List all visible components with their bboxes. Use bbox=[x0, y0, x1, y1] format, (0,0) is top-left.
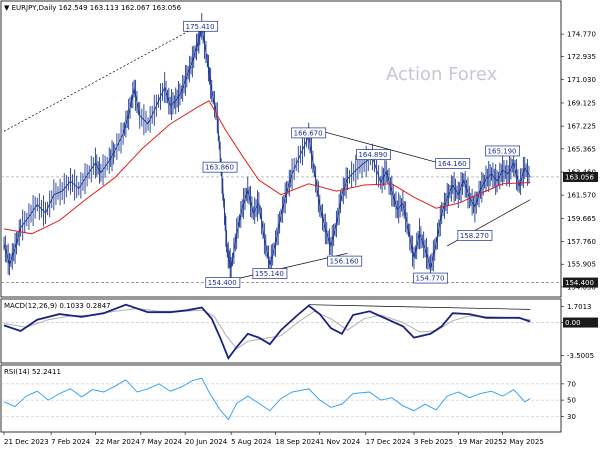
last-price-tag-text: 163.056 bbox=[565, 173, 594, 181]
pivot-label-text: 164.890 bbox=[358, 151, 387, 159]
pivot-label: 154.770 bbox=[413, 272, 448, 284]
rsi-line bbox=[3, 377, 531, 421]
pivot-label-box bbox=[435, 158, 471, 169]
ohlc-values: 162.549 163.113 162.067 163.056 bbox=[59, 4, 182, 12]
x-tick-label: 19 Mar 2025 bbox=[458, 438, 502, 446]
x-tick-label: 22 Mar 2024 bbox=[95, 438, 140, 446]
price-plot: 174.770 172.935 171.030 169.125 167.225 165.3… bbox=[1, 12, 598, 291]
price-series-line bbox=[3, 26, 531, 269]
pivot-label: 175.410 bbox=[183, 20, 219, 32]
x-tick-label: 3 Feb 2025 bbox=[414, 438, 453, 446]
level-tag: 154.400 bbox=[563, 277, 598, 288]
x-tick-label: 1 Nov 2024 bbox=[320, 438, 361, 446]
x-tick-label: 20 Jun 2024 bbox=[185, 438, 228, 446]
rsi-plot: 70 50 30 bbox=[1, 377, 576, 421]
pivot-label-box bbox=[413, 272, 448, 284]
rsi-y-tick-label: 50 bbox=[567, 397, 576, 405]
instrument-label: EURJPY,Daily bbox=[12, 4, 57, 12]
pivot-label-box bbox=[252, 268, 288, 279]
pivot-label: 155.140 bbox=[252, 268, 288, 279]
pivot-label: 158.270 bbox=[457, 230, 493, 241]
watermark: Action Forex bbox=[386, 64, 498, 85]
pivot-label-text: 156.160 bbox=[330, 258, 359, 266]
last-price-tag: 163.056 bbox=[563, 171, 598, 182]
pivot-label: 156.160 bbox=[327, 255, 363, 267]
price-panel: ▼ EURJPY,Daily 162.549 163.113 162.067 1… bbox=[0, 0, 598, 298]
macd-value-tag-bg bbox=[563, 317, 598, 328]
price-y-tick-label: 161.570 bbox=[567, 192, 596, 200]
x-tick-label: 17 Dec 2024 bbox=[366, 438, 411, 446]
trendline bbox=[308, 127, 453, 168]
macd-y-tick-label: -3.5005 bbox=[567, 352, 594, 360]
macd-y-tick-label: 1.7013 bbox=[567, 303, 592, 311]
pivot-label-text: 164.160 bbox=[438, 160, 467, 168]
macd-header: MACD(12,26,9) 0.1033 0.2847 bbox=[4, 302, 111, 310]
x-tick-label: 2 May 2025 bbox=[503, 438, 544, 446]
macd-value-tag-text: 0.00 bbox=[565, 319, 581, 327]
macd-panel: MACD(12,26,9) 0.1033 0.2847 1.7013 0.00 -3… bbox=[0, 298, 598, 364]
pivot-label: 166.670 bbox=[291, 127, 327, 139]
pivot-label-text: 175.410 bbox=[186, 23, 215, 31]
pivot-label-box bbox=[327, 255, 363, 267]
pivot-label-box bbox=[457, 230, 493, 241]
price-y-tick-label: 174.770 bbox=[567, 31, 596, 39]
collapse-arrow-icon[interactable]: ▼ bbox=[4, 4, 12, 12]
pivot-label-text: 165.190 bbox=[488, 147, 517, 155]
pivot-label-box bbox=[183, 20, 219, 32]
pivot-label-text: 154.400 bbox=[208, 279, 237, 287]
price-y-tick-label: 171.030 bbox=[567, 76, 596, 84]
price-header: ▼ EURJPY,Daily 162.549 163.113 162.067 1… bbox=[4, 4, 182, 12]
rsi-y-tick-label: 30 bbox=[567, 413, 576, 421]
price-y-tick-label: 165.365 bbox=[567, 145, 596, 153]
pivot-label: 164.160 bbox=[435, 158, 471, 169]
rsi-header: RSI(14) 52.2411 bbox=[4, 368, 61, 376]
rsi-y-tick-label: 70 bbox=[567, 380, 576, 388]
x-tick-label: 7 Feb 2024 bbox=[51, 438, 91, 446]
pivot-label-text: 155.140 bbox=[255, 270, 284, 278]
x-tick-label: 18 Sep 2024 bbox=[275, 438, 320, 446]
pivot-label: 163.860 bbox=[202, 161, 238, 173]
price-y-tick-label: 172.935 bbox=[567, 53, 596, 61]
macd-value-tag: 0.00 bbox=[563, 317, 598, 328]
x-axis: 21 Dec 2023 7 Feb 2024 22 Mar 2024 7 May 20… bbox=[3, 432, 544, 446]
pivot-label-text: 166.670 bbox=[294, 129, 323, 137]
price-y-tick-label: 169.125 bbox=[567, 99, 596, 107]
pivot-label: 154.400 bbox=[205, 277, 241, 288]
price-y-tick-label: 167.225 bbox=[567, 123, 596, 131]
trendline bbox=[3, 23, 202, 132]
price-y-tick-label: 159.665 bbox=[567, 215, 596, 223]
last-price-tag-bg bbox=[563, 171, 598, 182]
x-tick-label: 5 Aug 2024 bbox=[231, 438, 272, 446]
pivot-label: 165.190 bbox=[485, 145, 520, 157]
pivot-label-box bbox=[205, 277, 241, 288]
macd-panel-frame bbox=[0, 298, 562, 364]
pivot-label-box bbox=[202, 161, 238, 173]
moving-average-line bbox=[3, 100, 531, 235]
price-y-tick-label: 155.905 bbox=[567, 261, 596, 269]
rsi-panel: RSI(14) 52.2411 70 50 30 bbox=[0, 364, 576, 433]
level-tag-text: 154.400 bbox=[565, 279, 594, 287]
level-tag-bg bbox=[563, 277, 598, 288]
price-y-tick-label: 157.760 bbox=[567, 238, 596, 246]
pivot-label-box bbox=[356, 149, 391, 160]
x-tick-label: 21 Dec 2023 bbox=[4, 438, 49, 446]
pivot-label-text: 154.770 bbox=[416, 275, 445, 283]
macd-trendline bbox=[308, 304, 531, 310]
rsi-panel-frame bbox=[0, 364, 562, 433]
pivot-label: 164.890 bbox=[356, 149, 391, 160]
pivot-label-text: 163.860 bbox=[205, 164, 234, 172]
pivot-label-box bbox=[485, 145, 520, 157]
macd-line bbox=[3, 303, 531, 361]
pivot-label-text: 158.270 bbox=[460, 232, 489, 240]
pivot-label-box bbox=[291, 127, 327, 139]
x-tick-label: 7 May 2024 bbox=[141, 438, 183, 446]
